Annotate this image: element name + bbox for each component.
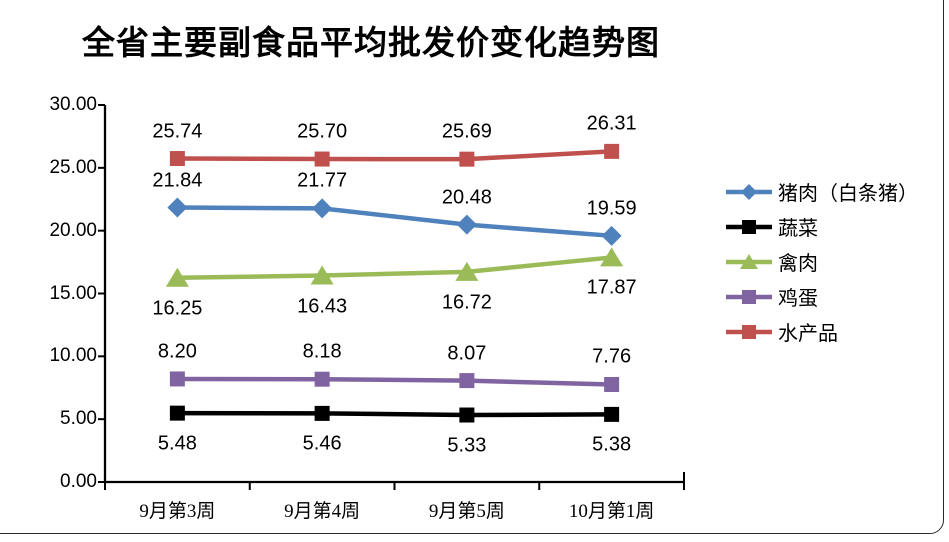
legend-marker-icon [726, 253, 772, 269]
triangle-marker [600, 247, 624, 267]
square-marker [604, 376, 620, 392]
data-label: 16.43 [297, 295, 348, 318]
square-marker [169, 371, 185, 387]
legend-item: 蔬菜 [726, 216, 918, 240]
square-marker [459, 151, 475, 167]
legend: 猪肉（白条猪） 蔬菜禽肉鸡蛋水产品 [726, 181, 918, 356]
chart-title: 全省主要副食品平均批发价变化趋势图 [82, 26, 660, 62]
data-label: 25.70 [297, 120, 348, 143]
diamond-marker [456, 214, 477, 235]
series-line [177, 410, 612, 418]
data-label: 8.07 [447, 342, 487, 365]
y-axis-tick-label: 10.00 [49, 345, 97, 367]
data-label: 8.20 [157, 340, 197, 363]
data-label: 21.77 [297, 169, 348, 192]
triangle-marker [165, 267, 189, 287]
data-label: 5.38 [592, 433, 632, 456]
legend-item: 鸡蛋 [726, 286, 918, 310]
legend-item: 禽肉 [726, 251, 918, 275]
legend-marker-icon [726, 183, 772, 200]
series-line [177, 205, 612, 239]
data-label: 8.18 [302, 340, 342, 363]
y-axis-tick-label: 25.00 [49, 156, 97, 178]
legend-marker-icon [726, 289, 772, 304]
legend-label: 猪肉（白条猪） [778, 183, 918, 205]
y-axis-tick-label: 20.00 [49, 219, 97, 241]
square-marker [459, 407, 475, 423]
data-label: 5.46 [302, 432, 342, 455]
x-axis-category-label: 9月第4周 [284, 501, 361, 522]
y-axis-tick-label: 0.00 [60, 471, 97, 492]
square-marker [169, 151, 185, 167]
square-marker [459, 373, 475, 389]
triangle-marker [310, 265, 334, 285]
legend-item: 猪肉（白条猪） [726, 181, 918, 205]
data-label: 25.74 [152, 120, 203, 143]
legend-item: 水产品 [726, 321, 918, 345]
data-label: 5.48 [157, 432, 197, 455]
diamond-marker [601, 225, 622, 246]
square-marker [604, 143, 620, 159]
data-label: 20.48 [441, 186, 492, 209]
y-axis-tick-label: 30.00 [49, 94, 97, 115]
square-marker [314, 371, 330, 387]
square-marker [314, 405, 330, 421]
diamond-marker [167, 197, 188, 218]
diamond-marker [312, 198, 333, 219]
square-marker [169, 405, 185, 421]
data-label: 5.33 [447, 434, 487, 457]
series-line [177, 376, 612, 387]
triangle-marker [455, 261, 479, 281]
data-label: 25.69 [441, 120, 492, 143]
legend-marker-icon [726, 324, 772, 339]
legend-label: 鸡蛋 [778, 288, 818, 310]
legend-label: 蔬菜 [778, 218, 818, 240]
data-label: 16.72 [441, 291, 492, 314]
y-axis-tick-label: 15.00 [49, 282, 97, 304]
square-marker [604, 406, 620, 422]
data-label: 16.25 [152, 297, 203, 320]
data-label: 19.59 [586, 197, 637, 220]
legend-label: 水产品 [778, 323, 838, 345]
data-label: 21.84 [152, 169, 203, 192]
legend-label: 禽肉 [778, 253, 818, 275]
x-axis-category-label: 9月第3周 [139, 501, 216, 522]
data-label: 7.76 [592, 345, 632, 368]
data-label: 26.31 [586, 112, 637, 135]
series-line [177, 149, 612, 162]
series-line [177, 255, 612, 281]
data-label: 17.87 [586, 276, 637, 299]
x-axis-category-label: 9月第5周 [428, 501, 505, 522]
square-marker [314, 151, 330, 167]
legend-marker-icon [726, 219, 772, 234]
y-axis-tick-label: 5.00 [60, 408, 97, 430]
x-axis-category-label: 10月第1周 [568, 501, 655, 522]
